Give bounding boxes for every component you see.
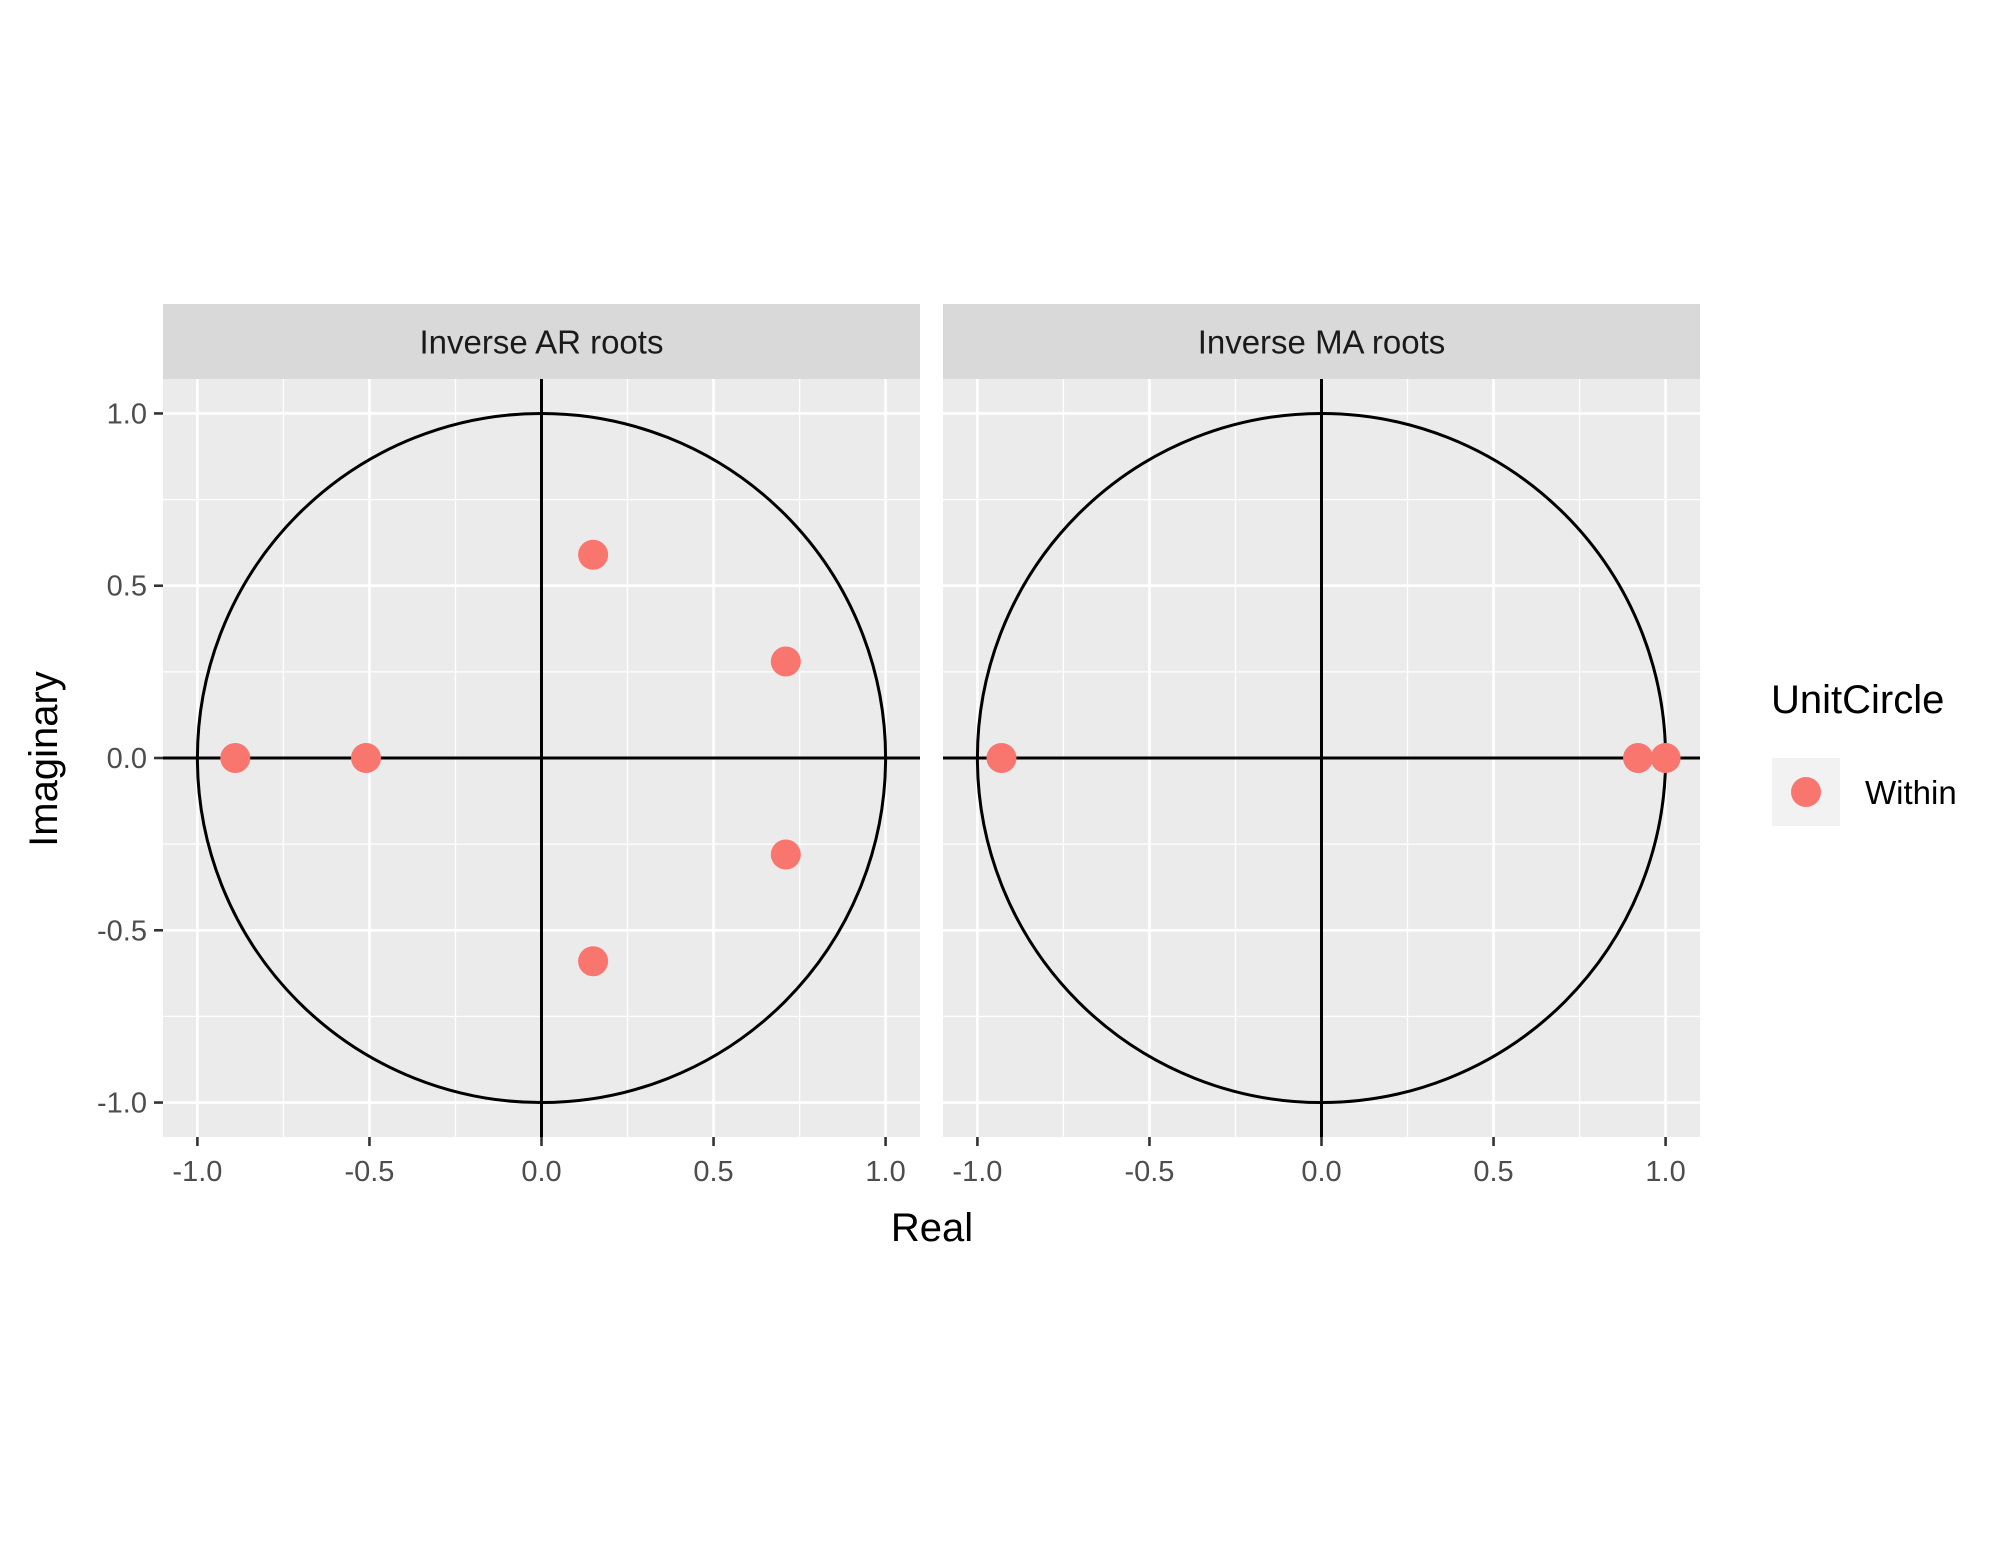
x-axis-title: Real: [891, 1206, 973, 1250]
x-tick-label: 1.0: [1645, 1156, 1685, 1188]
y-axis-title: Imaginary: [22, 671, 66, 847]
y-tick-label: 1.0: [107, 398, 147, 430]
facet-strip-label: Inverse AR roots: [420, 324, 664, 361]
x-tick-label: -0.5: [1124, 1156, 1174, 1188]
data-point: [220, 743, 251, 773]
y-tick-label: 0.5: [107, 571, 147, 603]
unit-circle: [195, 411, 888, 1105]
y-tick-label: -1.0: [97, 1088, 147, 1120]
legend: UnitCircle Within: [1771, 678, 1957, 826]
legend-title: UnitCircle: [1771, 678, 1944, 722]
x-tick-label: -1.0: [172, 1156, 222, 1188]
data-point: [1650, 743, 1681, 773]
y-tick-label: 0.0: [107, 743, 147, 775]
data-point: [578, 539, 609, 570]
legend-key-point: [1791, 777, 1821, 807]
facet-strip-label: Inverse MA roots: [1198, 324, 1446, 361]
data-point: [986, 743, 1017, 773]
x-tick-label: 0.0: [1301, 1156, 1341, 1188]
x-tick-label: 0.0: [521, 1156, 561, 1188]
data-point: [578, 946, 609, 977]
x-tick-label: 0.5: [1473, 1156, 1513, 1188]
data-point: [770, 839, 801, 870]
legend-label-within: Within: [1865, 774, 1957, 811]
facet-strip: [943, 304, 1700, 379]
data-point: [351, 743, 382, 773]
data-point: [1623, 743, 1654, 773]
x-tick-label: 0.5: [693, 1156, 733, 1188]
y-tick-label: -0.5: [97, 915, 147, 947]
x-tick-label: -0.5: [344, 1156, 394, 1188]
facet-panel-1: Inverse AR roots -1.0 -0.5 0.0 0.5 1.0 -1.0 -0.…: [97, 304, 920, 1188]
facet-strip: [163, 304, 920, 379]
facet-panel-2: Inverse MA roots -1.0 -0.5 0.0 0.5 1.0: [943, 304, 1700, 1188]
data-point: [770, 646, 801, 677]
facet-panels: Inverse AR roots -1.0 -0.5 0.0 0.5 1.0 -1.0 -0.…: [97, 304, 1700, 1188]
x-tick-label: 1.0: [865, 1156, 905, 1188]
x-tick-label: -1.0: [952, 1156, 1002, 1188]
